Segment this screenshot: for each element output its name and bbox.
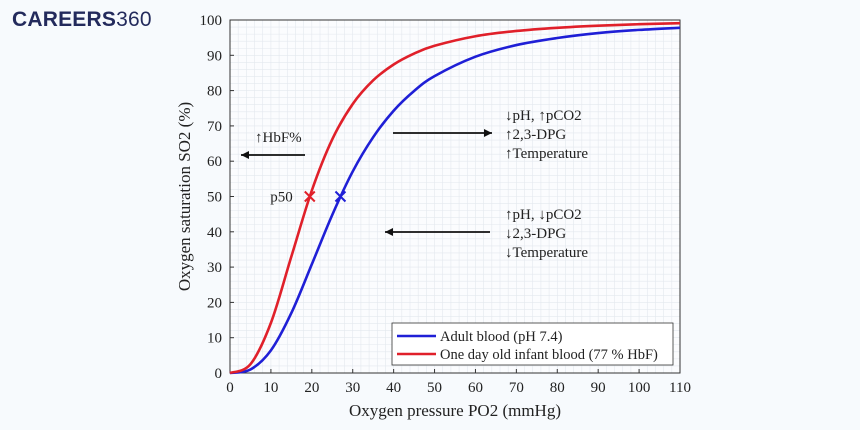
y-tick-label: 10 [207, 331, 222, 347]
arrow-right-shift-head [484, 129, 492, 137]
y-tick-label: 20 [207, 295, 222, 311]
y-tick-label: 40 [207, 225, 222, 241]
y-tick-label: 50 [207, 190, 222, 206]
x-tick-label: 30 [345, 380, 360, 396]
p50-marker [304, 190, 316, 203]
y-tick-label: 70 [207, 119, 222, 135]
annotation-left-shift: ↓2,3-DPG [505, 226, 566, 242]
annotation-right-shift: ↑2,3-DPG [505, 127, 566, 143]
x-tick-label: 110 [669, 380, 691, 396]
arrow-left-shift-head [241, 151, 249, 159]
annotation-hbf: ↑HbF% [255, 130, 302, 146]
x-tick-label: 20 [304, 380, 319, 396]
annotation-left-shift: ↑pH, ↓pCO2 [505, 207, 582, 223]
arrow-left-shift-2-head [385, 228, 393, 236]
series-line-0 [229, 26, 681, 375]
annotation-right-shift: ↑Temperature [505, 146, 588, 162]
x-tick-label: 10 [263, 380, 278, 396]
x-tick-label: 0 [226, 380, 234, 396]
legend-label: One day old infant blood (77 % HbF) [440, 347, 658, 363]
y-tick-label: 80 [207, 84, 222, 100]
y-axis-label: Oxygen saturation SO2 (%) [175, 102, 194, 291]
y-tick-label: 30 [207, 260, 222, 276]
x-tick-label: 80 [550, 380, 565, 396]
legend-box [391, 322, 674, 366]
series-line-1 [229, 21, 681, 375]
x-tick-label: 70 [509, 380, 524, 396]
x-tick-label: 40 [386, 380, 401, 396]
y-tick-label: 100 [200, 13, 223, 29]
logo-light-text: 360 [116, 8, 152, 31]
p50-marker [334, 190, 347, 203]
y-tick-label: 90 [207, 48, 222, 64]
annotation-left-shift: ↓Temperature [505, 245, 588, 261]
careers360-logo: CAREERS360 [12, 8, 152, 32]
x-tick-label: 50 [427, 380, 442, 396]
annotation-right-shift: ↓pH, ↑pCO2 [505, 108, 582, 124]
logo-bold-text: CAREERS [12, 8, 117, 31]
x-tick-label: 100 [628, 380, 651, 396]
y-tick-label: 60 [207, 154, 222, 170]
p50-label: p50 [270, 190, 293, 206]
x-tick-label: 90 [591, 380, 606, 396]
x-tick-label: 60 [468, 380, 483, 396]
legend-label: Adult blood (pH 7.4) [440, 329, 563, 345]
y-tick-label: 0 [215, 366, 223, 382]
x-axis-label: Oxygen pressure PO2 (mmHg) [349, 401, 561, 420]
